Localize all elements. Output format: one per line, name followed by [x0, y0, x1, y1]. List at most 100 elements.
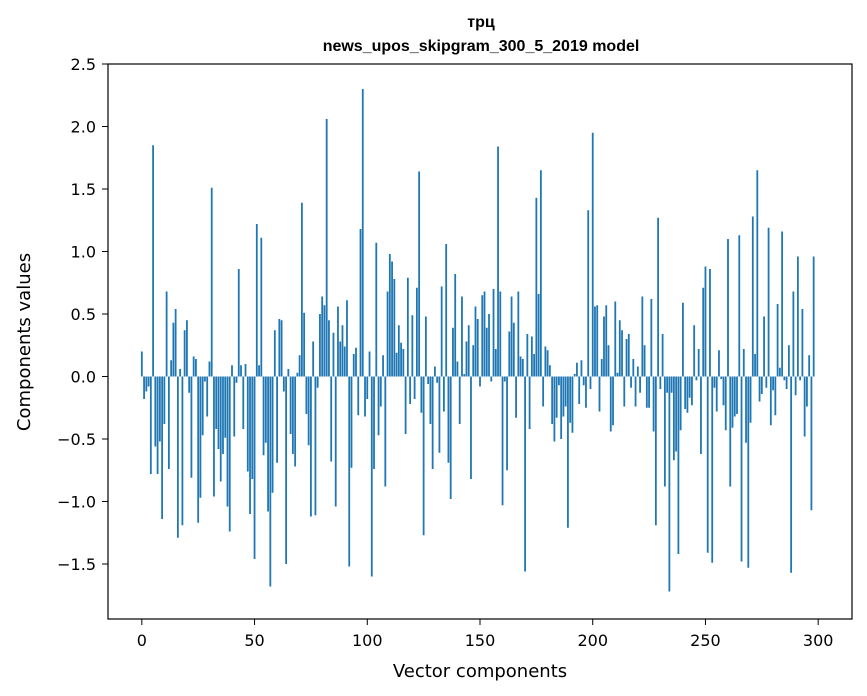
bar-67 [291, 376, 294, 454]
bar-65 [287, 369, 290, 377]
bar-29 [206, 376, 209, 417]
bar-206 [605, 305, 608, 377]
bar-256 [718, 350, 720, 377]
bar-144 [465, 341, 468, 377]
bar-104 [375, 242, 378, 377]
bar-72 [303, 312, 306, 377]
bar-296 [808, 355, 811, 377]
bar-32 [213, 376, 215, 497]
chart-title: трц [467, 14, 495, 31]
x-tick-label: 100 [352, 631, 383, 650]
bar-257 [720, 376, 723, 379]
bar-8 [158, 376, 161, 442]
bar-186 [560, 376, 563, 439]
bar-155 [490, 376, 493, 382]
bar-195 [580, 360, 583, 377]
bar-187 [562, 376, 565, 417]
bar-100 [366, 376, 369, 399]
x-tick-label: 200 [577, 631, 608, 650]
bar-222 [641, 296, 644, 377]
bar-277 [765, 376, 768, 388]
bar-242 [686, 376, 689, 413]
bar-241 [684, 376, 687, 409]
bar-62 [280, 320, 283, 377]
bar-172 [528, 376, 531, 429]
bar-173 [530, 336, 533, 377]
bar-225 [648, 376, 650, 408]
bar-188 [564, 376, 567, 407]
bar-126 [424, 316, 427, 377]
bar-138 [452, 327, 454, 377]
bar-156 [492, 289, 495, 377]
bar-233 [666, 376, 669, 393]
bar-280 [772, 376, 774, 391]
bar-127 [427, 376, 430, 384]
bar-3 [147, 376, 150, 387]
bar-297 [810, 376, 813, 511]
bar-227 [652, 376, 655, 432]
bar-135 [445, 244, 448, 377]
bar-276 [763, 316, 765, 377]
bar-14 [172, 322, 175, 377]
bar-244 [691, 376, 693, 406]
y-tick-label: 2.0 [71, 118, 96, 137]
bar-132 [438, 376, 441, 453]
bar-16 [176, 376, 179, 538]
bar-39 [228, 376, 231, 532]
bar-235 [670, 376, 673, 393]
bar-232 [663, 376, 666, 487]
bar-284 [781, 231, 784, 377]
chart-subtitle: news_upos_skipgram_300_5_2019 model [323, 38, 640, 55]
bar-115 [400, 342, 402, 377]
bar-139 [454, 274, 457, 377]
bar-263 [733, 376, 736, 417]
bar-165 [512, 322, 515, 377]
bar-229 [657, 217, 660, 377]
bar-161 [503, 376, 506, 382]
bar-253 [711, 376, 714, 563]
bar-287 [787, 345, 790, 377]
bar-125 [422, 376, 425, 536]
bar-246 [695, 376, 698, 381]
bar-81 [323, 305, 326, 377]
bar-221 [639, 376, 641, 393]
bar-5 [152, 145, 154, 377]
bar-285 [783, 376, 786, 381]
bar-213 [621, 330, 623, 377]
bar-182 [551, 376, 554, 424]
bar-231 [661, 334, 664, 377]
bar-282 [776, 304, 779, 377]
bar-92 [348, 376, 351, 567]
x-axis-label: Vector components [393, 661, 567, 682]
bar-248 [700, 376, 702, 454]
bar-289 [792, 291, 795, 377]
bar-215 [625, 339, 628, 377]
bar-142 [461, 296, 463, 377]
bar-85 [332, 332, 335, 377]
bar-118 [406, 277, 409, 377]
y-tick-label: −0.5 [57, 430, 96, 449]
bar-162 [506, 376, 508, 471]
bar-175 [535, 197, 538, 377]
bar-185 [558, 376, 560, 386]
bar-228 [654, 376, 657, 526]
bar-298 [812, 256, 815, 377]
bar-209 [612, 376, 614, 426]
bar-88 [339, 341, 342, 377]
bar-2 [145, 376, 148, 392]
bar-174 [533, 354, 536, 377]
bar-151 [481, 295, 484, 377]
bar-36 [222, 376, 224, 454]
bar-238 [677, 376, 680, 554]
bar-52 [258, 365, 260, 377]
bar-278 [767, 227, 770, 377]
bar-53 [260, 237, 263, 377]
bar-123 [418, 171, 421, 377]
bar-136 [447, 376, 450, 463]
bar-168 [519, 356, 522, 377]
bar-60 [276, 376, 278, 463]
bar-48 [249, 376, 251, 514]
bar-133 [440, 286, 443, 377]
bar-260 [727, 239, 729, 377]
bar-80 [321, 296, 324, 377]
